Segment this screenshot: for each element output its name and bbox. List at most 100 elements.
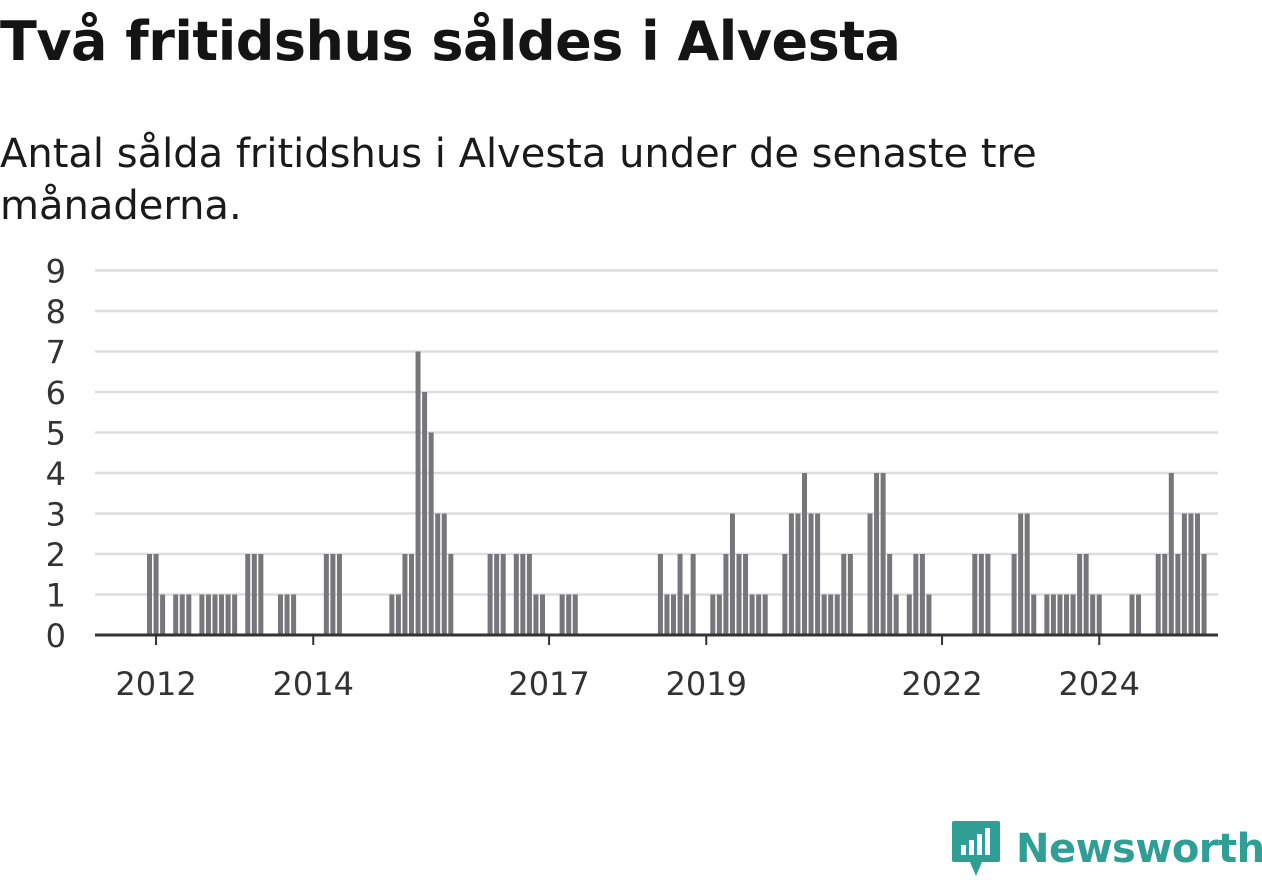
bar xyxy=(1175,554,1181,635)
bar xyxy=(664,594,670,635)
bar xyxy=(232,594,238,635)
bar xyxy=(926,594,932,635)
bar xyxy=(906,594,912,635)
bar xyxy=(435,513,441,635)
bar xyxy=(1188,513,1194,635)
bar xyxy=(1162,554,1168,635)
bar xyxy=(985,554,991,635)
bar xyxy=(1168,473,1174,635)
x-axis: 2012 2014 2017 2019 2022 2024 xyxy=(95,633,1218,703)
bar xyxy=(690,554,696,635)
bar xyxy=(258,554,264,635)
bar xyxy=(323,554,329,635)
bar xyxy=(1096,594,1102,635)
bar xyxy=(428,432,434,635)
bar xyxy=(978,554,984,635)
bar xyxy=(749,594,755,635)
bar xyxy=(415,351,421,635)
x-tick-label: 2024 xyxy=(1059,665,1140,703)
bar xyxy=(887,554,893,635)
y-tick-label: 4 xyxy=(46,455,66,493)
bar xyxy=(559,594,565,635)
y-tick-label: 2 xyxy=(46,536,66,574)
bar xyxy=(395,594,401,635)
bar xyxy=(487,554,493,635)
newsworthy-logo: Newsworthy xyxy=(950,818,1262,880)
bar xyxy=(179,594,185,635)
bar xyxy=(834,594,840,635)
bar xyxy=(153,554,159,635)
bar xyxy=(919,554,925,635)
bar xyxy=(520,554,526,635)
bar xyxy=(736,554,742,635)
bar xyxy=(808,513,814,635)
bar xyxy=(716,594,722,635)
bar xyxy=(671,594,676,635)
bar xyxy=(1136,594,1142,635)
bar xyxy=(1044,594,1050,635)
bar xyxy=(494,554,500,635)
x-tick-label: 2014 xyxy=(273,665,354,703)
bar xyxy=(441,513,447,635)
x-tick-label: 2022 xyxy=(901,665,982,703)
y-tick-label: 6 xyxy=(46,374,66,412)
chart-title: Två fritidshus såldes i Alvesta xyxy=(0,10,901,73)
bar xyxy=(795,513,801,635)
y-tick-label: 5 xyxy=(46,415,66,453)
bar xyxy=(782,554,788,635)
bar xyxy=(526,554,532,635)
bar xyxy=(1070,594,1076,635)
bar xyxy=(788,513,794,635)
bar xyxy=(402,554,408,635)
bar xyxy=(684,594,690,635)
y-tick-label: 0 xyxy=(46,617,66,655)
bar xyxy=(867,513,873,635)
bar xyxy=(500,554,506,635)
bar xyxy=(245,554,251,635)
bar xyxy=(1077,554,1083,635)
bar xyxy=(821,594,827,635)
bar xyxy=(533,594,539,635)
bar xyxy=(225,594,231,635)
bar xyxy=(1057,594,1063,635)
bars xyxy=(147,351,1207,635)
bar xyxy=(723,554,729,635)
y-tick-label: 1 xyxy=(46,577,66,615)
bar xyxy=(1018,513,1024,635)
bar xyxy=(219,594,225,635)
y-tick-label: 9 xyxy=(46,253,66,291)
bar xyxy=(1064,594,1069,635)
bar xyxy=(205,594,211,635)
bar xyxy=(409,554,414,635)
bar xyxy=(1129,594,1135,635)
bar xyxy=(743,554,749,635)
bar xyxy=(422,392,428,635)
chart-subtitle: Antal sålda fritidshus i Alvesta under d… xyxy=(0,131,1037,229)
bar xyxy=(1090,594,1096,635)
brand-name: Newsworthy xyxy=(1016,826,1262,872)
bar xyxy=(1050,594,1056,635)
bar xyxy=(729,513,735,635)
bar xyxy=(147,554,152,635)
bar xyxy=(710,594,716,635)
bar xyxy=(657,554,663,635)
y-tick-label: 3 xyxy=(46,496,66,534)
bar xyxy=(330,554,336,635)
bar xyxy=(572,594,578,635)
bar xyxy=(389,594,395,635)
bar xyxy=(828,594,834,635)
bar xyxy=(212,594,218,635)
bar xyxy=(448,554,454,635)
bar xyxy=(160,594,166,635)
x-tick-label: 2017 xyxy=(508,665,589,703)
bar xyxy=(1011,554,1017,635)
bar xyxy=(173,594,179,635)
y-tick-label: 7 xyxy=(46,334,66,372)
bar xyxy=(513,554,519,635)
bar xyxy=(841,554,847,635)
bar xyxy=(284,594,290,635)
bar xyxy=(972,554,978,635)
bar xyxy=(186,594,192,635)
